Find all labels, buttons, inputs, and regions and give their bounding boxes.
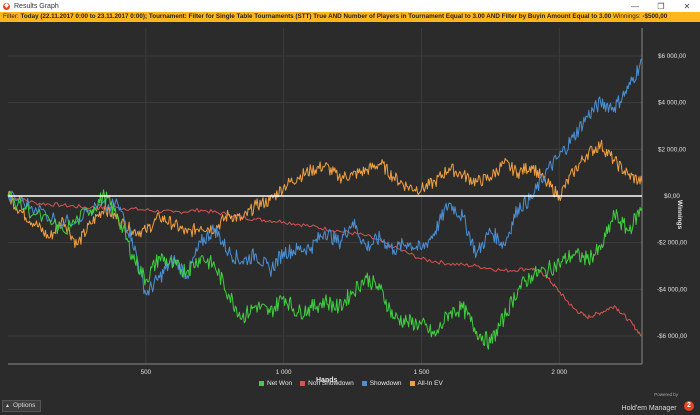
brand-name: Hold'em Manager <box>621 405 677 412</box>
x-tick-label: 2 000 <box>551 369 567 376</box>
series-line-all-in-ev <box>7 139 643 248</box>
x-tick-label: 1 000 <box>276 369 292 376</box>
brand-logo-icon: 2 <box>684 400 694 411</box>
brand: Powered by Hold'em Manager 2 <box>622 392 694 415</box>
winnings-value: -$500,00 <box>642 13 668 20</box>
expand-up-icon: ▲ <box>5 403 10 409</box>
legend-item-net-won[interactable]: Net Won <box>259 380 292 387</box>
minimize-icon[interactable]: — <box>631 1 639 11</box>
results-chart: -$6 000,00 -$4 000,00 -$2 000,00 $0,00 $2 00… <box>7 28 688 376</box>
close-icon[interactable]: ✕ <box>683 1 691 11</box>
title-bar: ◆ Results Graph — ❐ ✕ <box>0 0 700 12</box>
restore-icon[interactable]: ❐ <box>657 1 665 11</box>
y-tick-label: -$2 000,00 <box>657 240 688 247</box>
legend-item-non-showdown[interactable]: Non Showdown <box>300 380 354 387</box>
legend-item-all-in-ev[interactable]: All-In EV <box>409 380 443 387</box>
legend-swatch-all-in-ev <box>409 381 415 386</box>
legend-label-all-in-ev: All-In EV <box>417 380 443 387</box>
y-tick-label: $4 000,00 <box>658 100 687 107</box>
bottom-bar <box>0 400 700 413</box>
options-label: Options <box>12 402 36 409</box>
filter-bar[interactable]: Filter: Today (22.11.2017 0:00 to 23.11.… <box>0 12 700 22</box>
y-tick-label: -$4 000,00 <box>657 286 688 293</box>
series-line-net-won <box>7 189 643 350</box>
legend-label-net-won: Net Won <box>267 380 293 387</box>
legend-label-showdown: Showdown <box>369 380 402 387</box>
legend-label-non-showdown: Non Showdown <box>308 380 354 387</box>
powered-by-text: Powered by <box>654 392 678 397</box>
window-controls: — ❐ ✕ <box>622 0 700 12</box>
window-title: Results Graph <box>14 2 59 10</box>
options-button[interactable]: ▲ Options <box>2 400 42 412</box>
winnings-label: Winnings: <box>613 13 641 20</box>
x-axis-label: Hands <box>316 377 338 384</box>
filter-prefix: Filter: <box>3 13 19 20</box>
series-line-showdown <box>7 58 643 296</box>
legend-swatch-net-won <box>259 381 264 386</box>
y-tick-label: -$6 000,00 <box>657 333 688 340</box>
filter-text: Today (22.11.2017 0:00 to 23.11.2017 0:0… <box>20 13 612 20</box>
app-logo-icon: ◆ <box>3 2 10 10</box>
legend-swatch-non-showdown <box>300 381 306 386</box>
y-tick-label: $6 000,00 <box>658 53 687 60</box>
x-tick-label: 500 <box>141 369 152 376</box>
x-tick-label: 1 500 <box>414 369 430 376</box>
chart-legend: Net Won Non Showdown Showdown All-In EV <box>259 380 443 387</box>
y-tick-label: $0,00 <box>664 193 680 200</box>
y-axis-label: Winnings <box>676 200 683 230</box>
legend-swatch-showdown <box>361 381 367 386</box>
y-tick-label: $2 000,00 <box>658 146 687 153</box>
series-line-non-showdown <box>7 195 643 337</box>
legend-item-showdown[interactable]: Showdown <box>361 380 402 387</box>
